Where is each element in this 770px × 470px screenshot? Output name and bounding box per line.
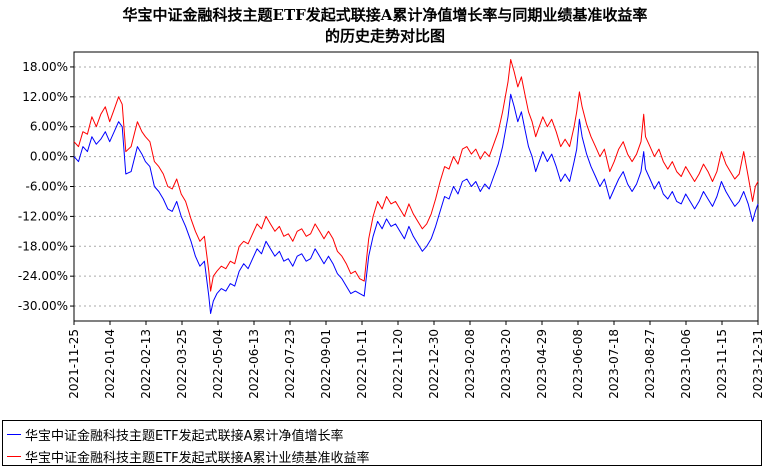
legend-swatch-fund <box>7 434 21 435</box>
legend-swatch-benchmark <box>7 456 21 457</box>
chart-legend: 华宝中证金融科技主题ETF发起式联接A累计净值增长率 华宝中证金融科技主题ETF… <box>2 420 762 466</box>
x-tick-label: 2022-11-20 <box>391 329 405 399</box>
y-tick-label: -18.00% <box>18 239 68 253</box>
series-line-benchmark <box>73 59 759 292</box>
plot-area-border <box>73 51 759 322</box>
y-tick-label: 6.00% <box>30 120 68 134</box>
y-tick-label: -6.00% <box>26 180 68 194</box>
y-tick-label: 12.00% <box>22 90 68 104</box>
x-tick-label: 2022-10-11 <box>355 329 369 399</box>
x-tick-label: 2022-06-13 <box>247 329 261 399</box>
y-tick-label: -30.00% <box>18 299 68 313</box>
x-tick-label: 2023-06-08 <box>571 329 585 399</box>
y-tick-label: -24.00% <box>18 269 68 283</box>
chart-title-line2: 的历史走势对比图 <box>324 27 445 45</box>
x-tick-label: 2022-03-25 <box>175 329 189 399</box>
x-tick-label: 2022-02-13 <box>139 329 153 399</box>
y-tick-label: 18.00% <box>22 60 68 74</box>
x-tick-label: 2023-08-27 <box>643 329 657 399</box>
x-tick-label: 2022-09-01 <box>319 329 333 399</box>
x-tick-label: 2021-11-25 <box>67 329 81 399</box>
x-tick-label: 2023-10-06 <box>679 329 693 399</box>
x-tick-label: 2023-07-18 <box>607 329 621 399</box>
x-tick-label: 2023-03-20 <box>499 329 513 399</box>
x-tick-label: 2022-01-04 <box>103 329 117 399</box>
legend-label-benchmark: 华宝中证金融科技主题ETF发起式联接A累计业绩基准收益率 <box>25 451 370 466</box>
x-tick-label: 2022-07-23 <box>283 329 297 399</box>
legend-label-fund: 华宝中证金融科技主题ETF发起式联接A累计净值增长率 <box>25 429 344 444</box>
x-tick-label: 2022-12-30 <box>427 329 441 399</box>
x-tick-label: 2023-02-08 <box>463 329 477 399</box>
series-line-fund <box>73 93 759 314</box>
x-tick-label: 2023-04-29 <box>535 329 549 399</box>
x-tick-label: 2022-05-04 <box>211 329 225 399</box>
y-tick-label: -12.00% <box>18 209 68 223</box>
x-tick-label: 2023-12-31 <box>751 329 765 399</box>
y-tick-label: 0.00% <box>30 150 68 164</box>
legend-item-fund: 华宝中证金融科技主题ETF发起式联接A累计净值增长率 <box>7 425 344 444</box>
line-chart: 18.00% 12.00% 6.00% 0.00% -6.00% -12.00% -18.0… <box>18 51 765 399</box>
legend-item-benchmark: 华宝中证金融科技主题ETF发起式联接A累计业绩基准收益率 <box>7 447 370 466</box>
chart-title-line1: 华宝中证金融科技主题ETF发起式联接A累计净值增长率与同期业绩基准收益率 <box>122 6 648 24</box>
x-tick-label: 2023-11-15 <box>715 329 729 399</box>
